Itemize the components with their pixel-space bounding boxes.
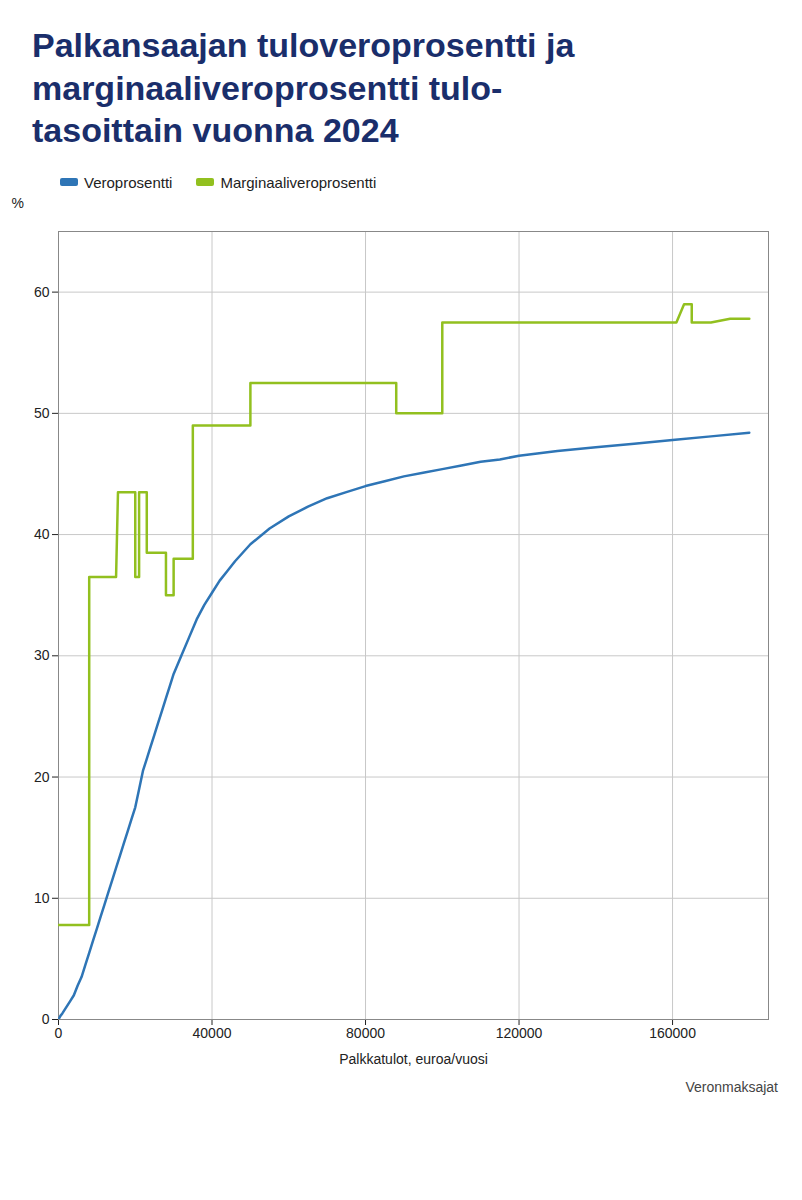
svg-text:%: % — [12, 195, 24, 211]
svg-text:80000: 80000 — [346, 1025, 385, 1041]
html-text:Veroprosentti: Veroprosentti — [84, 173, 173, 191]
svg-text:50: 50 — [34, 404, 50, 420]
svg-text:10: 10 — [34, 889, 50, 905]
svg-text:40000: 40000 — [193, 1025, 232, 1041]
html-text:marginaaliveroprosentti tulo-: marginaaliveroprosentti tulo- — [32, 68, 503, 107]
svg-text:60: 60 — [34, 283, 50, 299]
svg-text:Palkkatulot, euroa/vuosi: Palkkatulot, euroa/vuosi — [339, 1050, 488, 1066]
svg-text:40: 40 — [34, 526, 50, 542]
html-text:Palkansaajan tuloveroprosentti: Palkansaajan tuloveroprosentti ja — [32, 26, 575, 64]
svg-text:20: 20 — [34, 768, 50, 784]
html-text:tasoittain vuonna 2024: tasoittain vuonna 2024 — [32, 111, 399, 149]
html-text:Marginaaliveroprosentti: Marginaaliveroprosentti — [220, 173, 377, 191]
html-text:Veronmaksajat: Veronmaksajat — [685, 1078, 778, 1095]
svg-text:0: 0 — [42, 1010, 50, 1026]
svg-text:0: 0 — [55, 1025, 63, 1041]
svg-text:30: 30 — [34, 647, 50, 663]
svg-text:120000: 120000 — [496, 1025, 543, 1041]
svg-text:160000: 160000 — [649, 1025, 696, 1041]
